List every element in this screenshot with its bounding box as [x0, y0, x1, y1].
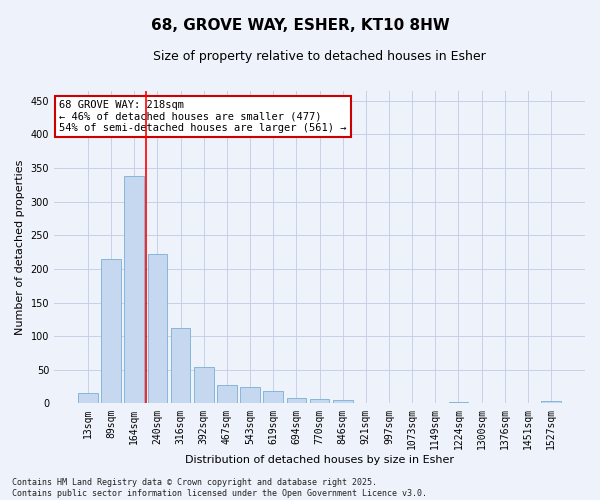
- Bar: [449, 402, 468, 404]
- Bar: [171, 328, 190, 404]
- Bar: [287, 398, 306, 404]
- Text: Contains HM Land Registry data © Crown copyright and database right 2025.
Contai: Contains HM Land Registry data © Crown c…: [12, 478, 427, 498]
- Title: Size of property relative to detached houses in Esher: Size of property relative to detached ho…: [153, 50, 486, 63]
- Bar: [148, 254, 167, 404]
- X-axis label: Distribution of detached houses by size in Esher: Distribution of detached houses by size …: [185, 455, 454, 465]
- Bar: [263, 390, 283, 404]
- Bar: [194, 367, 214, 404]
- Bar: [78, 394, 98, 404]
- Bar: [310, 400, 329, 404]
- Bar: [541, 402, 561, 404]
- Text: 68 GROVE WAY: 218sqm
← 46% of detached houses are smaller (477)
54% of semi-deta: 68 GROVE WAY: 218sqm ← 46% of detached h…: [59, 100, 347, 133]
- Text: 68, GROVE WAY, ESHER, KT10 8HW: 68, GROVE WAY, ESHER, KT10 8HW: [151, 18, 449, 32]
- Bar: [333, 400, 353, 404]
- Bar: [217, 386, 237, 404]
- Bar: [356, 403, 376, 404]
- Bar: [240, 386, 260, 404]
- Bar: [101, 259, 121, 404]
- Y-axis label: Number of detached properties: Number of detached properties: [15, 160, 25, 334]
- Bar: [124, 176, 144, 404]
- Bar: [379, 403, 399, 404]
